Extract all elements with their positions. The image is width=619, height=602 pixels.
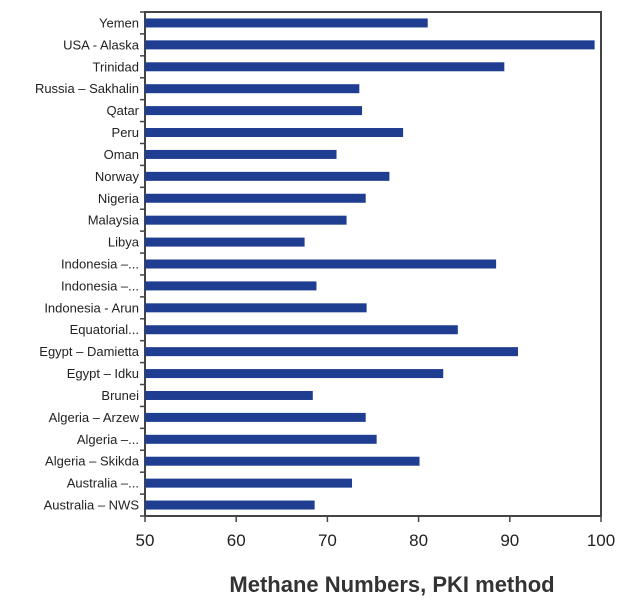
- x-tick-label: 50: [136, 531, 155, 550]
- category-label: Trinidad: [93, 59, 139, 74]
- category-label: Indonesia - Arun: [44, 300, 139, 315]
- category-label: Oman: [104, 147, 139, 162]
- category-label: Qatar: [106, 103, 139, 118]
- bar: [145, 390, 313, 400]
- bar: [145, 325, 458, 335]
- category-label: Yemen: [99, 15, 139, 30]
- bar: [145, 193, 366, 203]
- category-label: Peru: [112, 125, 139, 140]
- bar: [145, 215, 347, 225]
- category-label: Brunei: [101, 388, 139, 403]
- category-label: Russia – Sakhalin: [35, 81, 139, 96]
- category-label: Egypt – Idku: [67, 366, 139, 381]
- category-label: Australia –...: [67, 476, 139, 491]
- category-label: Algeria –...: [77, 432, 139, 447]
- bar: [145, 456, 420, 466]
- bar: [145, 412, 366, 422]
- x-axis-ticks: [144, 516, 602, 522]
- y-axis-labels: Yemen USA - Alaska Trinidad Russia – Sakhal…: [35, 15, 140, 512]
- bar: [145, 347, 519, 357]
- bar: [145, 434, 377, 444]
- bar: [145, 128, 404, 138]
- bar: [145, 149, 337, 159]
- category-label: Norway: [95, 169, 140, 184]
- bar: [145, 84, 360, 94]
- x-axis-labels: 50 60 70 80 90 100: [136, 531, 616, 550]
- category-label: USA - Alaska: [63, 37, 140, 52]
- category-label: Nigeria: [98, 191, 140, 206]
- bar: [145, 259, 497, 269]
- bar: [145, 369, 444, 379]
- bar: [145, 106, 363, 116]
- bars-group: [145, 18, 595, 510]
- y-axis-ticks: [140, 11, 145, 517]
- category-label: Indonesia –...: [61, 278, 139, 293]
- bar: [145, 500, 315, 510]
- bar: [145, 40, 595, 50]
- category-label: Australia – NWS: [44, 498, 140, 513]
- category-label: Libya: [108, 235, 140, 250]
- category-label: Algeria – Skikda: [45, 454, 140, 469]
- category-label: Egypt – Damietta: [39, 344, 139, 359]
- category-label: Algeria – Arzew: [49, 410, 140, 425]
- category-label: Malaysia: [88, 213, 140, 228]
- x-tick-label: 100: [587, 531, 615, 550]
- bar: [145, 281, 317, 291]
- bar: [145, 237, 305, 247]
- bar: [145, 18, 428, 28]
- x-tick-label: 80: [409, 531, 428, 550]
- x-tick-label: 70: [318, 531, 337, 550]
- x-tick-label: 60: [227, 531, 246, 550]
- bar: [145, 62, 505, 72]
- bar: [145, 478, 353, 488]
- category-label: Equatorial...: [70, 322, 139, 337]
- bar: [145, 171, 390, 181]
- x-axis-title: Methane Numbers, PKI method: [229, 572, 554, 597]
- category-label: Indonesia –...: [61, 257, 139, 272]
- x-tick-label: 90: [500, 531, 519, 550]
- bar: [145, 303, 367, 313]
